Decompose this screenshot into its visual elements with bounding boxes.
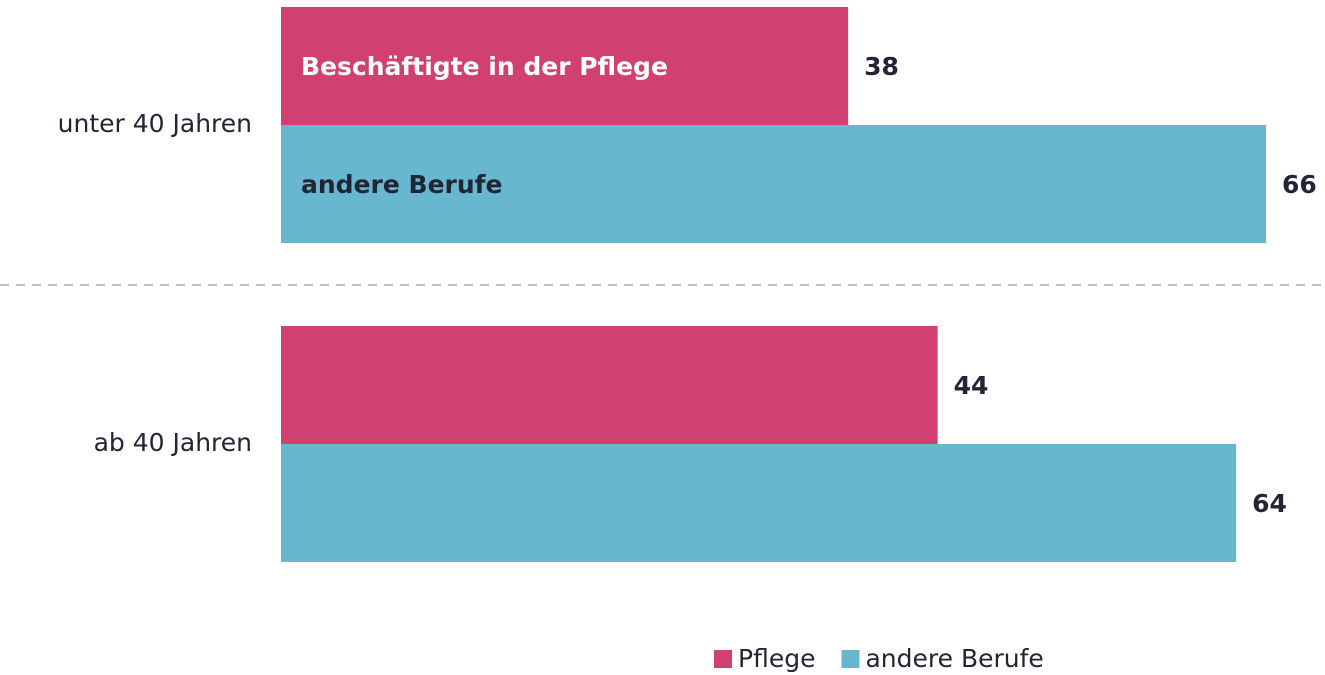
legend-label: andere Berufe	[865, 644, 1043, 673]
legend-swatch	[714, 650, 732, 668]
legend-swatch	[841, 650, 860, 668]
value-label: 38	[864, 52, 899, 81]
value-label: 66	[1282, 170, 1317, 199]
value-label: 44	[954, 371, 989, 400]
bar-annotation: andere Berufe	[301, 170, 502, 199]
category-label: ab 40 Jahren	[94, 428, 252, 457]
value-label: 64	[1252, 489, 1287, 518]
legend-label: Pflege	[738, 644, 815, 673]
bar	[281, 326, 938, 444]
bar	[281, 125, 1266, 243]
category-label: unter 40 Jahren	[58, 109, 252, 138]
bar-annotation: Beschäftigte in der Pflege	[301, 52, 668, 81]
bar	[281, 7, 849, 125]
bar	[281, 444, 1237, 562]
